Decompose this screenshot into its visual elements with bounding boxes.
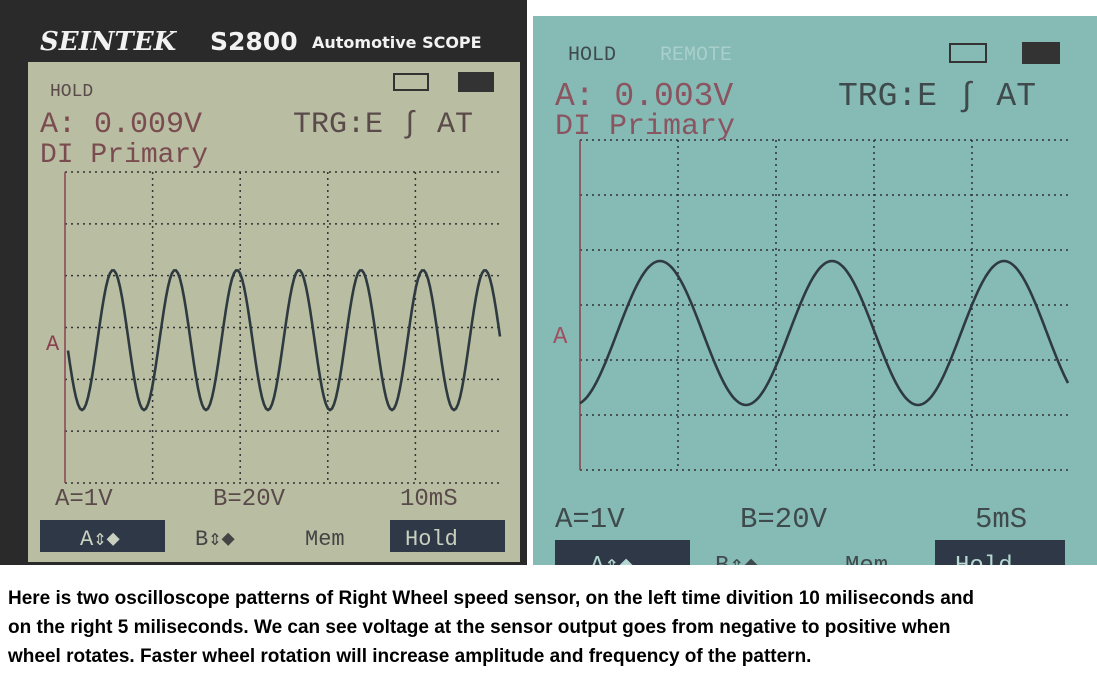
softkey-bg bbox=[40, 520, 165, 552]
caption-line: wheel rotates. Faster wheel rotation wil… bbox=[7, 646, 811, 667]
softkey[interactable]: Hold bbox=[405, 527, 458, 552]
mode: DI Primary bbox=[555, 110, 735, 144]
trigger: TRG:E ∫ AT bbox=[838, 78, 1036, 115]
signal-icon bbox=[458, 72, 494, 92]
scale-a: A=1V bbox=[55, 486, 113, 513]
scale-a: A=1V bbox=[555, 503, 625, 536]
left-grid bbox=[64, 171, 503, 484]
timebase: 5mS bbox=[975, 503, 1027, 536]
softkey[interactable]: B⇕◆ bbox=[195, 527, 235, 552]
signal-icon bbox=[1022, 42, 1060, 64]
caption-line: Here is two oscilloscope patterns of Rig… bbox=[8, 588, 974, 609]
scale-b: B=20V bbox=[740, 503, 828, 536]
battery-icon bbox=[949, 43, 987, 63]
reading: A: 0.003V bbox=[555, 78, 733, 115]
softkey-bg bbox=[390, 520, 505, 552]
scale-b: B=20V bbox=[213, 486, 286, 513]
caption-line: on the right 5 miliseconds. We can see v… bbox=[8, 617, 950, 638]
remote: REMOTE bbox=[660, 44, 732, 67]
subtitle: Automotive SCOPE bbox=[312, 33, 482, 52]
channel-marker: A bbox=[46, 332, 60, 357]
softkey-bg bbox=[555, 540, 690, 565]
left-lcd bbox=[28, 62, 520, 562]
brand: SEINTEK bbox=[40, 27, 178, 57]
mode: DI Primary bbox=[40, 140, 208, 171]
status: HOLD bbox=[50, 82, 93, 102]
softkey-bg bbox=[935, 540, 1065, 565]
channel-marker: A bbox=[553, 324, 568, 351]
right-lcd bbox=[533, 16, 1097, 565]
reading: A: 0.009V bbox=[40, 108, 202, 142]
battery-icon bbox=[393, 73, 429, 91]
softkey[interactable]: Mem bbox=[305, 527, 345, 552]
caption-bg bbox=[0, 565, 1097, 678]
left-waveform bbox=[66, 269, 502, 412]
softkey[interactable]: A⇕◆ bbox=[80, 527, 120, 552]
timebase: 10mS bbox=[400, 486, 458, 513]
status: HOLD bbox=[568, 44, 616, 67]
model: S2800 bbox=[210, 27, 298, 56]
right-waveform bbox=[579, 259, 1070, 407]
trigger: TRG:E ∫ AT bbox=[293, 108, 473, 142]
right-grid bbox=[579, 139, 1070, 471]
